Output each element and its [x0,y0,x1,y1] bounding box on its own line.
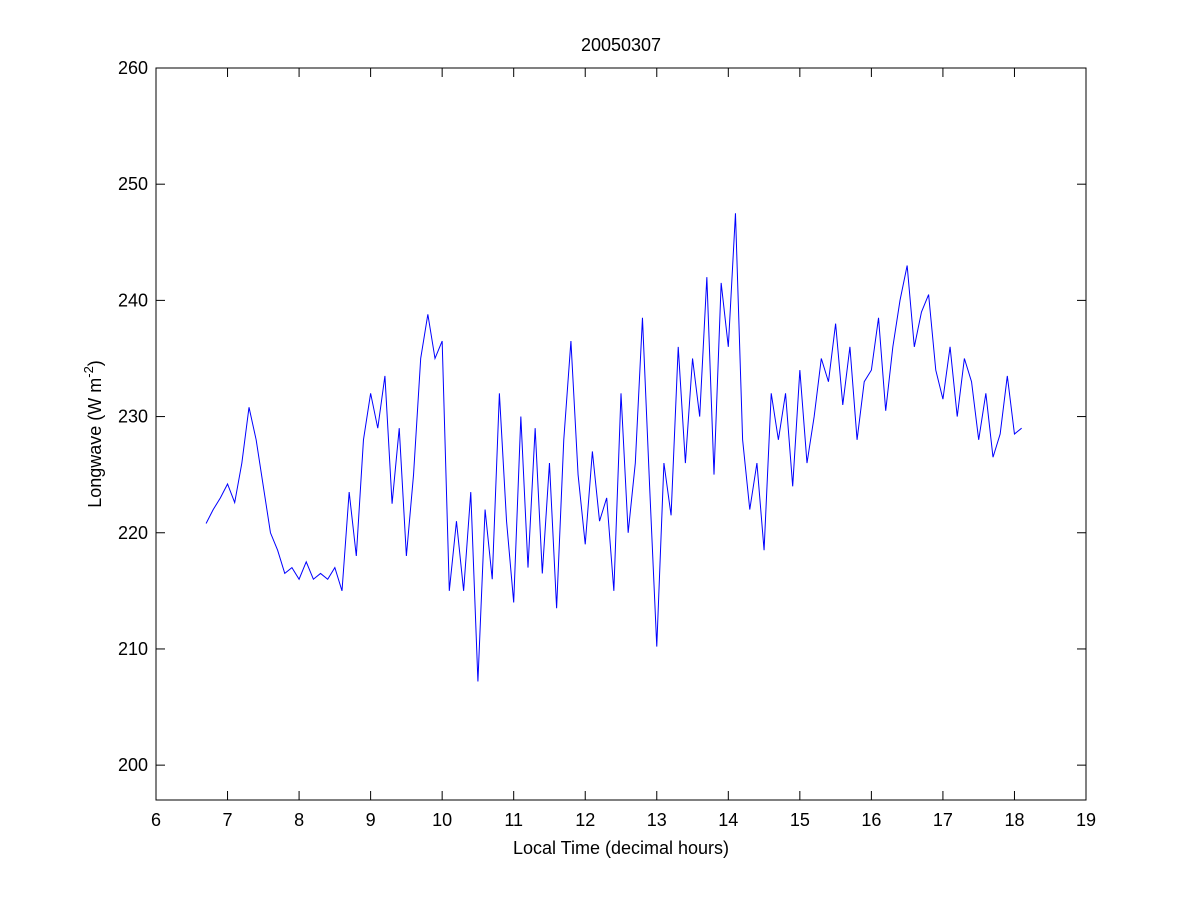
chart-title: 20050307 [581,35,661,55]
x-tick-label: 7 [223,810,233,830]
y-tick-label: 230 [118,407,148,427]
x-tick-label: 17 [933,810,953,830]
x-tick-label: 14 [718,810,738,830]
y-tick-label: 250 [118,174,148,194]
y-axis-label: Longwave (W m-2) [81,360,105,508]
x-tick-label: 18 [1004,810,1024,830]
y-label-text: Longwave (W m [85,378,105,508]
x-tick-label: 9 [366,810,376,830]
y-tick-label: 200 [118,755,148,775]
y-tick-label: 220 [118,523,148,543]
x-tick-label: 10 [432,810,452,830]
x-axis-label: Local Time (decimal hours) [513,838,729,858]
x-tick-label: 11 [504,810,523,830]
y-tick-label: 240 [118,290,148,310]
x-tick-label: 19 [1076,810,1096,830]
x-tick-label: 12 [575,810,595,830]
x-tick-label: 13 [647,810,667,830]
x-tick-label: 8 [294,810,304,830]
x-tick-label: 15 [790,810,810,830]
x-tick-label: 16 [861,810,881,830]
y-tick-label: 210 [118,639,148,659]
y-label-sup: -2 [81,366,96,378]
y-label-end: ) [85,360,105,366]
y-tick-label: 260 [118,58,148,78]
plot-frame [155,67,1087,801]
x-tick-label: 6 [151,810,161,830]
data-line [205,213,1022,682]
